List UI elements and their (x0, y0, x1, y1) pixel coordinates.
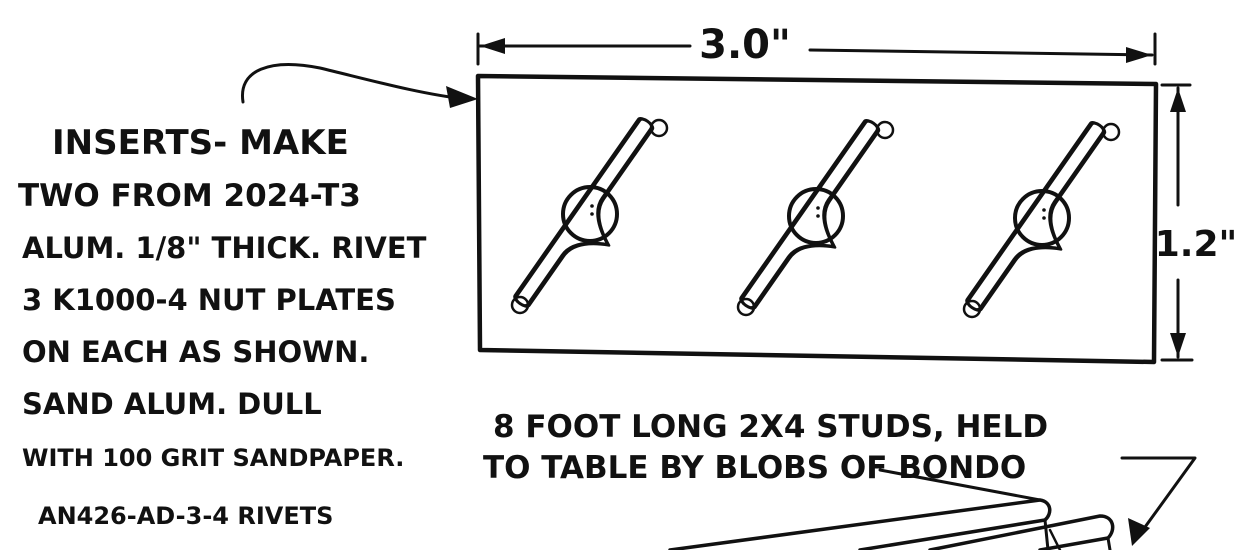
insert-note-line-1: INSERTS- MAKE (52, 123, 349, 163)
plate-leader-arrowhead (446, 86, 478, 108)
center-mark (816, 214, 820, 218)
rivet-spec-note: AN426-AD-3-4 RIVETS (38, 502, 333, 530)
insert-note-line-7: WITH 100 GRIT SANDPAPER. (22, 444, 404, 472)
rivet-hole-top (649, 118, 669, 138)
stud-1-top-edge (878, 468, 1042, 502)
insert-note-line-6: SAND ALUM. DULL (22, 387, 322, 421)
rivet-hole-bottom (510, 295, 530, 315)
insert-note-line-5: ON EACH AS SHOWN. (22, 335, 369, 369)
studs-note-line-2: TO TABLE BY BLOBS OF BONDO (483, 450, 1026, 486)
nut-plate-center-hole (1013, 189, 1071, 247)
nut-plate-3 (962, 121, 1121, 319)
center-mark (1042, 208, 1046, 212)
studs-sketch (668, 468, 1115, 550)
width-arrowhead-right (1126, 47, 1152, 63)
bondo-leader-arrowhead (1128, 518, 1150, 546)
nut-plate-center-hole (561, 185, 619, 243)
insert-note-line-4: 3 K1000-4 NUT PLATES (22, 283, 396, 317)
rivet-hole-bottom (962, 299, 982, 319)
insert-note-line-2: TWO FROM 2024-T3 (18, 178, 361, 214)
stud-1-outline (668, 498, 1052, 550)
plate-leader-line (241, 63, 467, 104)
stud-2-end (1106, 536, 1112, 550)
stud-1-end (1043, 518, 1050, 550)
insert-plate-outline (475, 73, 1159, 365)
rivet-hole-top (1101, 122, 1121, 142)
center-mark (590, 204, 594, 208)
studs-note-line-1: 8 FOOT LONG 2X4 STUDS, HELD (493, 409, 1048, 445)
center-mark (1042, 216, 1046, 220)
height-arrowhead-bottom (1170, 333, 1186, 357)
height-dimension: 1.2" (1155, 83, 1238, 362)
height-arrowhead-top (1170, 88, 1186, 112)
nut-plate-center-hole (787, 187, 845, 245)
height-label: 1.2" (1155, 224, 1238, 265)
nut-plate-2 (736, 119, 895, 317)
width-dim-line-right (808, 48, 1154, 57)
insert-note-line-3: ALUM. 1/8" THICK. RIVET (22, 231, 427, 265)
center-mark (590, 212, 594, 216)
rivet-hole-top (875, 120, 895, 140)
width-dimension: 3.0" (476, 22, 1157, 68)
stud-gap-line (1048, 528, 1062, 550)
nut-plate-1 (510, 117, 669, 315)
width-arrowhead-left (480, 38, 505, 54)
width-label: 3.0" (699, 22, 791, 68)
nut-plate-group (510, 117, 1121, 319)
rivet-hole-bottom (736, 297, 756, 317)
bondo-leader-line (1120, 456, 1197, 536)
center-mark (816, 206, 820, 210)
